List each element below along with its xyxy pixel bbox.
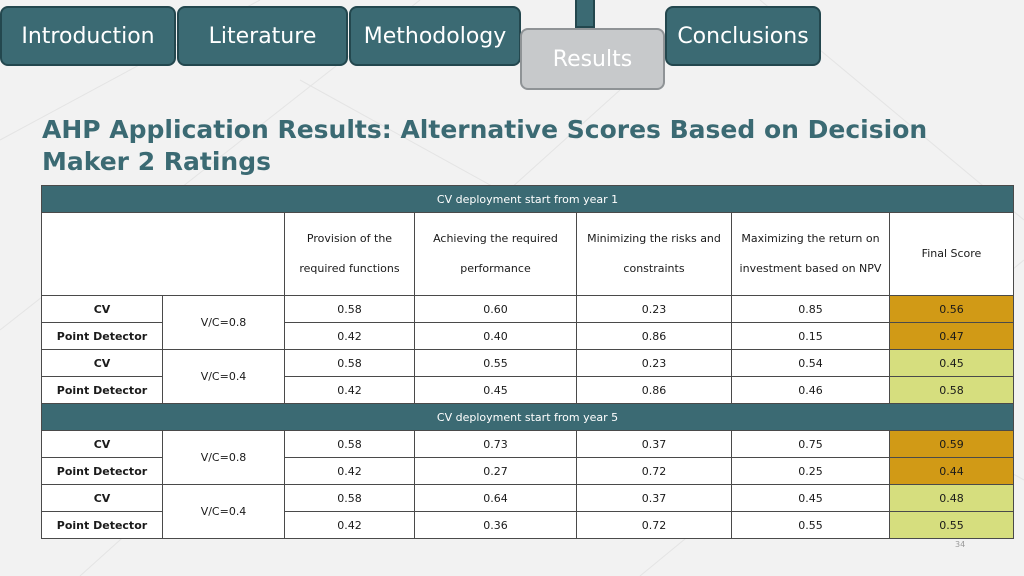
score-cell: 0.73 — [414, 430, 577, 458]
page-number: 34 — [955, 540, 966, 549]
criterion-line: required functions — [299, 262, 400, 275]
final-score-header: Final Score — [888, 212, 1015, 296]
criterion-line: performance — [460, 262, 531, 275]
score-cell: 0.40 — [414, 322, 577, 350]
score-cell: 0.55 — [414, 349, 577, 377]
final-score-cell: 0.44 — [888, 457, 1015, 485]
tab-label: Literature — [208, 23, 317, 49]
table-row: Point Detector 0.42 0.36 0.72 0.55 0.55 — [41, 511, 1015, 539]
score-cell: 0.64 — [414, 484, 577, 512]
tab-methodology[interactable]: Methodology — [349, 6, 521, 66]
score-cell: 0.85 — [731, 295, 890, 323]
table-row: CV V/C=0.4 0.58 0.64 0.37 0.45 0.48 — [41, 484, 1015, 539]
alternative-cell: Point Detector — [41, 511, 163, 539]
score-cell: 0.55 — [731, 511, 890, 539]
section-title: CV deployment start from year 5 — [40, 403, 1015, 431]
tab-label: Results — [552, 46, 633, 72]
score-cell: 0.42 — [284, 322, 415, 350]
final-score-cell: 0.48 — [888, 484, 1015, 512]
table-row: Point Detector 0.42 0.45 0.86 0.46 0.58 — [41, 376, 1015, 404]
alternative-cell: Point Detector — [41, 322, 163, 350]
tab-conclusions[interactable]: Conclusions — [665, 6, 821, 66]
tab-literature[interactable]: Literature — [177, 6, 348, 66]
section-title: CV deployment start from year 1 — [40, 185, 1015, 213]
vc-cell: V/C=0.8 — [162, 430, 285, 485]
table-row: CV V/C=0.8 0.58 0.73 0.37 0.75 0.59 — [41, 430, 1015, 485]
results-table: CV deployment start from year 1 Provisio… — [40, 185, 1015, 539]
final-score-cell: 0.55 — [888, 511, 1015, 539]
score-cell: 0.25 — [731, 457, 890, 485]
score-cell: 0.46 — [731, 376, 890, 404]
alternative-cell: CV — [41, 295, 163, 323]
score-cell: 0.72 — [576, 511, 732, 539]
score-cell: 0.58 — [284, 295, 415, 323]
section-header-row: CV deployment start from year 5 — [40, 403, 1015, 431]
score-cell: 0.37 — [576, 430, 732, 458]
score-cell: 0.58 — [284, 484, 415, 512]
alternative-cell: Point Detector — [41, 376, 163, 404]
score-cell: 0.42 — [284, 511, 415, 539]
score-cell: 0.58 — [284, 430, 415, 458]
score-cell: 0.60 — [414, 295, 577, 323]
criterion-line: Provision of the — [306, 232, 393, 245]
score-cell: 0.75 — [731, 430, 890, 458]
criterion-line: Achieving the required — [433, 232, 558, 245]
final-score-cell: 0.59 — [888, 430, 1015, 458]
vc-cell: V/C=0.4 — [162, 484, 285, 539]
table-row: Point Detector 0.42 0.27 0.72 0.25 0.44 — [41, 457, 1015, 485]
criterion-line: Maximizing the return on — [741, 232, 880, 245]
score-cell: 0.23 — [576, 295, 732, 323]
criterion-header: Minimizing the risks and constraints — [576, 212, 732, 296]
score-cell: 0.86 — [576, 322, 732, 350]
alternative-cell: Point Detector — [41, 457, 163, 485]
slide-title: AHP Application Results: Alternative Sco… — [42, 115, 928, 176]
alternative-cell: CV — [41, 430, 163, 458]
score-cell: 0.23 — [576, 349, 732, 377]
alternative-cell: CV — [41, 484, 163, 512]
score-cell: 0.42 — [284, 376, 415, 404]
criterion-header: Maximizing the return on investment based… — [731, 212, 890, 296]
score-cell: 0.72 — [576, 457, 732, 485]
score-cell: 0.45 — [414, 376, 577, 404]
tab-label: Introduction — [21, 23, 155, 49]
score-cell: 0.45 — [731, 484, 890, 512]
score-cell: 0.27 — [414, 457, 577, 485]
tab-label: Methodology — [363, 23, 507, 49]
section-header-row: CV deployment start from year 1 — [40, 185, 1015, 213]
criterion-header: Achieving the required performance — [414, 212, 577, 296]
tab-introduction[interactable]: Introduction — [0, 6, 176, 66]
vc-cell: V/C=0.4 — [162, 349, 285, 404]
score-cell: 0.36 — [414, 511, 577, 539]
score-cell: 0.15 — [731, 322, 890, 350]
tab-label: Conclusions — [677, 23, 809, 49]
tab-results[interactable]: Results — [520, 28, 665, 90]
empty-header-cell — [41, 212, 285, 296]
score-cell: 0.86 — [576, 376, 732, 404]
tab-connector — [575, 0, 595, 28]
final-score-cell: 0.47 — [888, 322, 1015, 350]
score-cell: 0.54 — [731, 349, 890, 377]
criterion-line: Minimizing the risks and — [587, 232, 721, 245]
score-cell: 0.58 — [284, 349, 415, 377]
table-row: CV V/C=0.4 0.58 0.55 0.23 0.54 0.45 — [41, 349, 1015, 404]
alternative-cell: CV — [41, 349, 163, 377]
table-row: CV V/C=0.8 0.58 0.60 0.23 0.85 0.56 — [41, 295, 1015, 350]
vc-cell: V/C=0.8 — [162, 295, 285, 350]
criterion-line: investment based on NPV — [739, 262, 882, 275]
table-row: Point Detector 0.42 0.40 0.86 0.15 0.47 — [41, 322, 1015, 350]
final-score-cell: 0.58 — [888, 376, 1015, 404]
score-cell: 0.37 — [576, 484, 732, 512]
criteria-header-row: Provision of the required functions Achie… — [41, 212, 1015, 296]
criterion-line: constraints — [623, 262, 685, 275]
score-cell: 0.42 — [284, 457, 415, 485]
criterion-header: Provision of the required functions — [284, 212, 415, 296]
final-score-cell: 0.45 — [888, 349, 1015, 377]
final-score-cell: 0.56 — [888, 295, 1015, 323]
